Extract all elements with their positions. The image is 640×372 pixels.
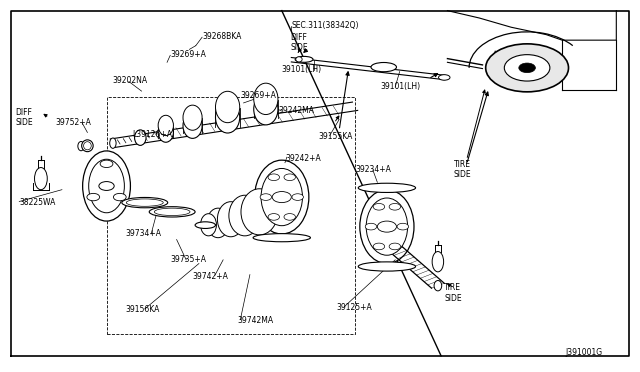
- Circle shape: [87, 193, 100, 201]
- Circle shape: [292, 194, 303, 201]
- Text: 39156KA: 39156KA: [125, 305, 160, 314]
- Text: 39155KA: 39155KA: [319, 132, 353, 141]
- Ellipse shape: [253, 93, 278, 125]
- Ellipse shape: [296, 57, 302, 62]
- Ellipse shape: [82, 140, 93, 152]
- Circle shape: [504, 55, 550, 81]
- Circle shape: [268, 214, 280, 220]
- Text: 39269+A: 39269+A: [170, 51, 206, 60]
- Ellipse shape: [207, 208, 229, 238]
- Ellipse shape: [432, 251, 444, 272]
- Circle shape: [486, 44, 568, 92]
- Ellipse shape: [158, 122, 173, 142]
- Text: 39242MA: 39242MA: [278, 106, 315, 115]
- Ellipse shape: [434, 280, 442, 291]
- Ellipse shape: [371, 62, 396, 72]
- Ellipse shape: [255, 160, 309, 234]
- Ellipse shape: [200, 214, 216, 236]
- Text: 39242+A: 39242+A: [285, 154, 321, 163]
- Text: DIFF
SIDE: DIFF SIDE: [15, 108, 33, 127]
- Ellipse shape: [78, 141, 84, 151]
- Circle shape: [260, 194, 271, 201]
- Ellipse shape: [158, 115, 173, 136]
- Text: SEC.311(38342Q): SEC.311(38342Q): [291, 21, 359, 30]
- Circle shape: [519, 63, 536, 73]
- Ellipse shape: [126, 199, 163, 206]
- Circle shape: [284, 174, 296, 180]
- Text: 39752+A: 39752+A: [56, 118, 92, 127]
- Circle shape: [373, 203, 385, 210]
- Text: 39234+A: 39234+A: [355, 165, 391, 174]
- Ellipse shape: [134, 130, 146, 145]
- Text: 39268BKA: 39268BKA: [202, 32, 241, 41]
- Text: TIRE
SIDE: TIRE SIDE: [454, 160, 472, 179]
- Ellipse shape: [84, 142, 92, 150]
- Ellipse shape: [83, 151, 131, 221]
- Circle shape: [389, 243, 401, 250]
- Ellipse shape: [216, 91, 240, 123]
- Circle shape: [378, 221, 396, 232]
- Ellipse shape: [358, 262, 415, 271]
- Circle shape: [365, 223, 377, 230]
- Ellipse shape: [35, 167, 47, 190]
- Ellipse shape: [122, 198, 168, 208]
- Text: 39101(LH): 39101(LH): [381, 82, 420, 91]
- Ellipse shape: [360, 190, 414, 263]
- Ellipse shape: [183, 105, 202, 130]
- Ellipse shape: [109, 138, 116, 148]
- Text: 39125+A: 39125+A: [336, 303, 372, 312]
- Ellipse shape: [241, 189, 278, 235]
- Ellipse shape: [295, 57, 313, 62]
- Ellipse shape: [438, 75, 450, 80]
- Text: L39126+A: L39126+A: [132, 130, 172, 139]
- Text: 39269+A: 39269+A: [241, 91, 276, 100]
- Ellipse shape: [253, 83, 278, 115]
- Circle shape: [268, 174, 280, 180]
- Circle shape: [272, 192, 291, 203]
- Ellipse shape: [218, 202, 244, 237]
- Text: DIFF
SIDE: DIFF SIDE: [290, 33, 308, 52]
- Circle shape: [113, 193, 126, 201]
- Circle shape: [373, 243, 385, 250]
- Ellipse shape: [195, 222, 216, 228]
- Ellipse shape: [89, 159, 124, 213]
- Text: J391001G: J391001G: [565, 349, 602, 357]
- Text: 39742MA: 39742MA: [237, 316, 273, 325]
- Ellipse shape: [216, 102, 240, 133]
- Text: 39734+A: 39734+A: [125, 230, 162, 238]
- Circle shape: [389, 203, 401, 210]
- Text: 39735+A: 39735+A: [170, 255, 206, 264]
- Ellipse shape: [253, 234, 310, 242]
- Ellipse shape: [261, 169, 303, 226]
- Circle shape: [99, 182, 114, 190]
- Text: 39101(LH): 39101(LH): [282, 65, 322, 74]
- Circle shape: [284, 214, 296, 220]
- Text: 39202NA: 39202NA: [113, 76, 148, 85]
- Text: 39742+A: 39742+A: [193, 272, 228, 281]
- Ellipse shape: [149, 207, 195, 217]
- Ellipse shape: [358, 183, 415, 192]
- Text: TIRE
SIDE: TIRE SIDE: [444, 283, 462, 303]
- Ellipse shape: [183, 113, 202, 138]
- Ellipse shape: [229, 195, 260, 236]
- Ellipse shape: [366, 198, 408, 255]
- Circle shape: [397, 223, 408, 230]
- Circle shape: [100, 160, 113, 167]
- Text: 38225WA: 38225WA: [19, 198, 56, 207]
- Ellipse shape: [154, 208, 190, 215]
